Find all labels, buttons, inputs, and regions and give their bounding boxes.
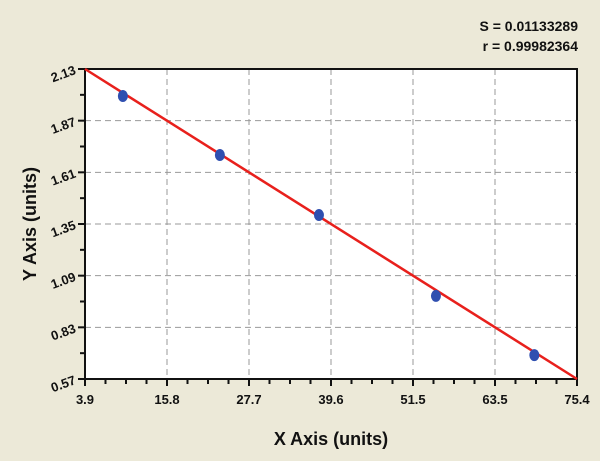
data-point <box>214 149 225 162</box>
data-point <box>529 349 540 362</box>
y-tick-label: 2.13 <box>49 62 78 85</box>
x-tick-label: 15.8 <box>154 392 179 407</box>
data-point <box>430 289 441 302</box>
stats-annotation: S = 0.01133289 r = 0.99982364 <box>480 16 579 56</box>
fit-line <box>84 67 578 381</box>
x-tick-label: 75.4 <box>564 392 590 407</box>
x-tick-label: 51.5 <box>400 392 425 407</box>
data-point <box>313 209 324 222</box>
y-axis-label: Y Axis (units) <box>20 167 40 281</box>
y-tick-label: 1.87 <box>49 114 78 137</box>
data-point <box>117 90 128 103</box>
y-tick-label: 1.35 <box>49 217 78 240</box>
plot-border <box>84 68 578 380</box>
y-tick-label: 0.83 <box>49 321 78 344</box>
x-tick-label: 27.7 <box>236 392 261 407</box>
r-value: r = 0.99982364 <box>482 38 578 54</box>
s-value: S = 0.01133289 <box>479 18 579 34</box>
x-axis-label: X Axis (units) <box>274 429 388 449</box>
y-tick-label: 0.57 <box>49 372 78 395</box>
x-tick-label: 63.5 <box>482 392 507 407</box>
y-tick-label: 1.61 <box>49 166 78 189</box>
x-tick-label: 3.9 <box>76 392 94 407</box>
x-tick-label: 39.6 <box>318 392 343 407</box>
y-tick-label: 1.09 <box>49 269 78 292</box>
